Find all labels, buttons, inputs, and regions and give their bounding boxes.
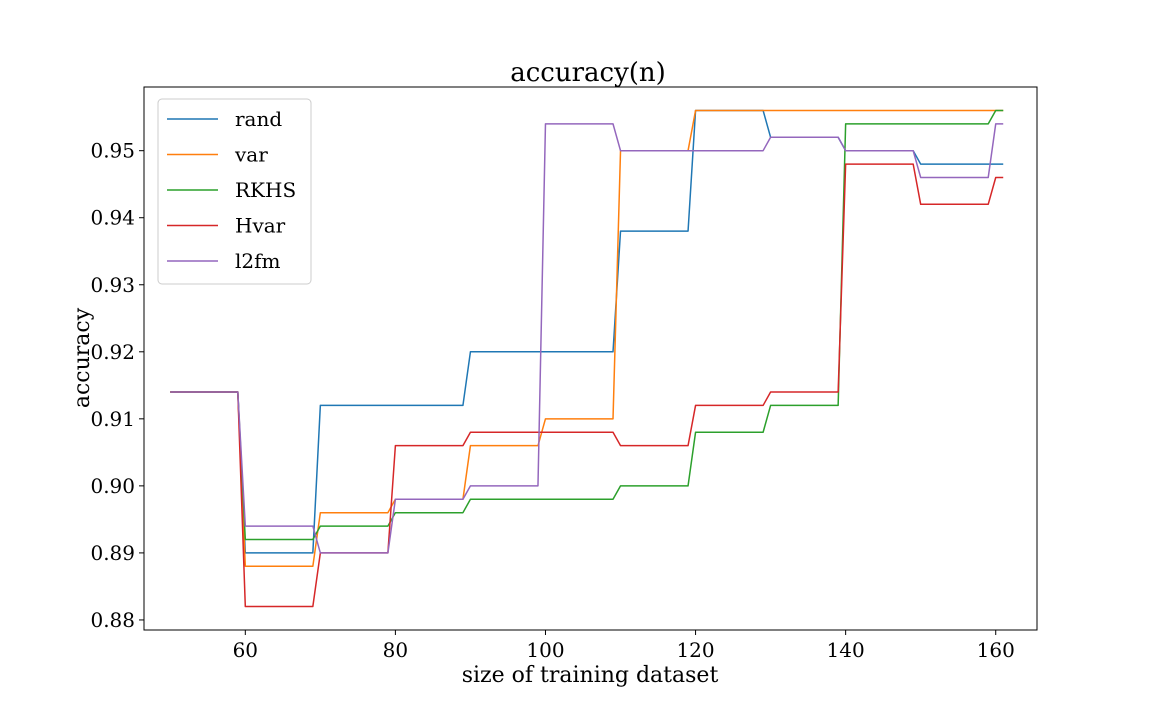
x-tick-label: 140 bbox=[827, 638, 865, 662]
y-axis-label: accuracy bbox=[70, 307, 95, 408]
y-tick-label: 0.91 bbox=[90, 407, 135, 431]
x-tick-label: 60 bbox=[233, 638, 258, 662]
series-line-l2fm bbox=[170, 123, 1004, 554]
series-line-hvar bbox=[170, 163, 1004, 608]
legend-label-l2fm: l2fm bbox=[235, 249, 281, 273]
y-tick-label: 0.88 bbox=[90, 608, 135, 632]
series-line-rkhs bbox=[170, 109, 1004, 541]
x-axis-label: size of training dataset bbox=[462, 663, 719, 688]
legend-label-rand: rand bbox=[235, 107, 282, 131]
series-layer bbox=[170, 109, 1004, 608]
axis-ticks: 60 80 100 120 140 160 0.88 0.89 0.90 0.91 0.92 0.93… bbox=[90, 139, 1014, 662]
x-tick-label: 80 bbox=[383, 638, 408, 662]
y-tick-label: 0.93 bbox=[90, 273, 135, 297]
x-tick-label: 160 bbox=[977, 638, 1015, 662]
legend-label-var: var bbox=[234, 143, 268, 167]
y-tick-label: 0.89 bbox=[90, 541, 135, 565]
plot-area-frame bbox=[143, 86, 1038, 631]
legend: rand var RKHS Hvar l2fm bbox=[157, 98, 312, 285]
y-tick-label: 0.95 bbox=[90, 139, 135, 163]
chart-title: accuracy(n) bbox=[510, 58, 666, 88]
y-tick-label: 0.90 bbox=[90, 474, 135, 498]
legend-label-rkhs: RKHS bbox=[235, 178, 296, 202]
legend-box bbox=[157, 98, 312, 285]
legend-label-hvar: Hvar bbox=[235, 214, 286, 238]
y-tick-label: 0.92 bbox=[90, 340, 135, 364]
y-tick-label: 0.94 bbox=[90, 206, 135, 230]
x-tick-label: 100 bbox=[526, 638, 564, 662]
x-tick-label: 120 bbox=[676, 638, 714, 662]
